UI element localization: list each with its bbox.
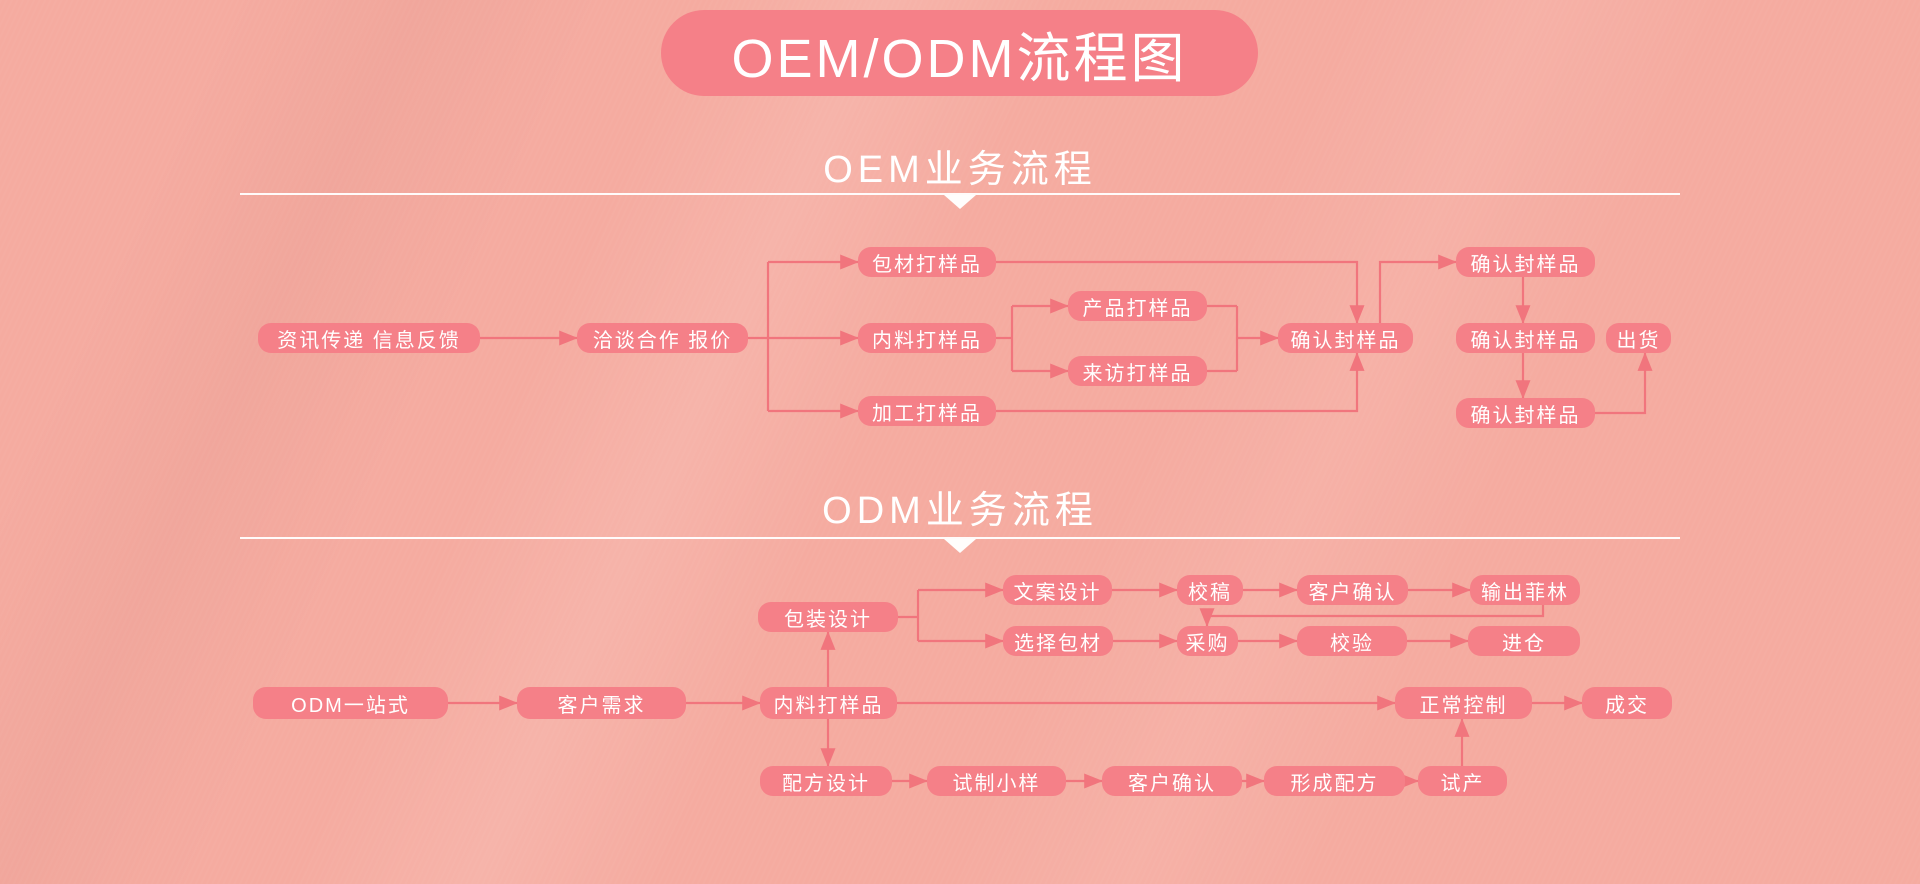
node-deal: 成交 — [1582, 687, 1672, 719]
node-process-sample: 加工打样品 — [858, 396, 996, 426]
node-confirm-seal-2: 确认封样品 — [1456, 323, 1595, 353]
node-output-film: 输出菲林 — [1470, 575, 1580, 605]
node-pack-sample: 包材打样品 — [858, 247, 996, 277]
odm-section-heading: ODM业务流程 — [822, 490, 1098, 532]
node-ship: 出货 — [1606, 323, 1671, 353]
node-confirm-seal-3: 确认封样品 — [1456, 398, 1595, 428]
node-material-sample: 内料打样品 — [858, 323, 996, 353]
node-package-design: 包装设计 — [758, 602, 898, 632]
oem-divider-triangle-icon — [944, 195, 976, 209]
node-confirm-seal-main: 确认封样品 — [1278, 323, 1413, 353]
odm-divider-line — [240, 537, 1680, 539]
node-proofread: 校稿 — [1177, 575, 1243, 605]
node-visit-sample: 来访打样品 — [1068, 356, 1207, 386]
odm-divider-triangle-icon — [944, 539, 976, 553]
node-purchase: 采购 — [1177, 626, 1238, 656]
node-trial-sample: 试制小样 — [927, 766, 1066, 796]
oem-divider-line — [240, 193, 1680, 195]
node-copy-design: 文案设计 — [1003, 575, 1112, 605]
node-trial-production: 试产 — [1418, 766, 1507, 796]
page-title: OEM/ODM流程图 — [661, 10, 1258, 96]
node-normal-control: 正常控制 — [1395, 687, 1532, 719]
node-client-confirm-2: 客户确认 — [1102, 766, 1242, 796]
node-verify: 校验 — [1297, 626, 1407, 656]
node-client-need: 客户需求 — [517, 687, 686, 719]
node-odm-one-stop: ODM一站式 — [253, 687, 448, 719]
node-client-confirm-1: 客户确认 — [1297, 575, 1408, 605]
node-choose-pack: 选择包材 — [1003, 626, 1113, 656]
node-material-sample-odm: 内料打样品 — [760, 687, 897, 719]
node-formula-design: 配方设计 — [760, 766, 892, 796]
node-form-formula: 形成配方 — [1264, 766, 1405, 796]
node-info-feedback: 资讯传递 信息反馈 — [258, 323, 480, 353]
flow-connector — [1378, 254, 1457, 323]
oem-section-heading: OEM业务流程 — [823, 149, 1097, 191]
node-negotiate-quote: 洽谈合作 报价 — [577, 323, 748, 353]
flow-connector — [996, 260, 1365, 324]
flow-connector — [1199, 605, 1545, 627]
flow-connector — [1595, 352, 1653, 415]
flow-connector — [996, 352, 1365, 413]
node-warehouse: 进仓 — [1468, 626, 1580, 656]
node-confirm-seal-1: 确认封样品 — [1456, 247, 1595, 277]
node-product-sample: 产品打样品 — [1068, 291, 1207, 321]
